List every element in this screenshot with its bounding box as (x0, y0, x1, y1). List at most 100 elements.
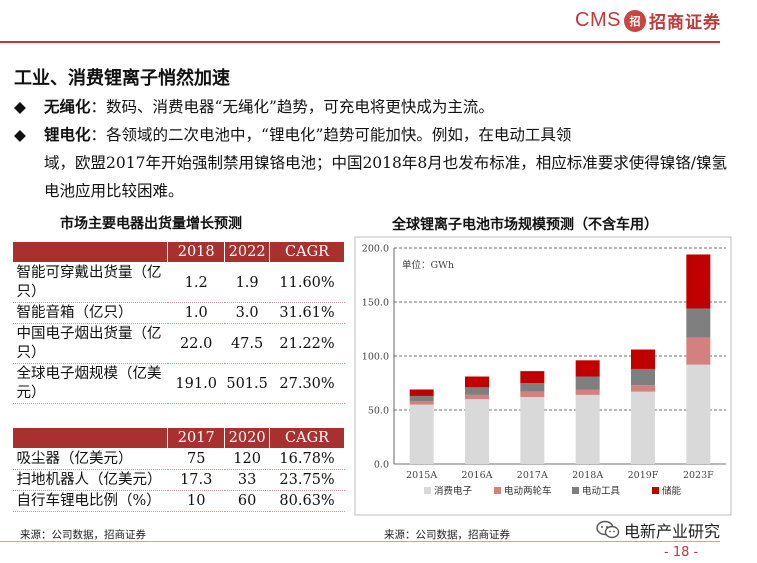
legend-swatch (494, 487, 501, 494)
footer-divider (0, 541, 720, 542)
y-tick-label: 100.0 (362, 352, 389, 363)
bullet-text: ：各领域的二次电池中，“锂电化”趋势可能加快。例如，在电动工具领 (90, 126, 572, 144)
cell-cagr: 16.78% (269, 448, 345, 470)
x-tick-label: 2016A (461, 470, 492, 481)
cell-value: 120 (224, 448, 270, 470)
cell-value: 1.9 (224, 262, 270, 303)
bar-segment (686, 337, 711, 365)
row-label: 扫地机器人（亿美元） (12, 469, 168, 491)
bar-segment (409, 389, 434, 396)
header-cell: 2020 (224, 427, 271, 449)
bullet-cordless: ◆ 无绳化：数码、消费电器“无绳化”趋势，可充电将更快成为主流。 (14, 93, 734, 121)
bar-segment (631, 368, 655, 386)
legend-label: 储能 (662, 485, 682, 497)
header-cell: 2018 (167, 241, 226, 263)
wechat-account: 电新产业研究 (596, 518, 720, 542)
row-label: 自行车锂电比例（%） (12, 490, 168, 512)
y-tick-label: 0.0 (374, 460, 389, 471)
diamond-bullet-icon: ◆ (14, 126, 26, 144)
slide-title: 工业、消费锂离子悄然加速 (14, 68, 230, 89)
page-number: - 18 - (664, 545, 699, 560)
table-row: 自行车锂电比例（%） 10 60 80.63% (12, 490, 345, 512)
cell-value: 33 (224, 469, 270, 491)
row-label: 智能可穿戴出货量（亿只） (12, 262, 168, 303)
bar-segment (631, 391, 655, 464)
row-label: 吸尘器（亿美元） (12, 448, 168, 470)
chart-title: 全球锂离子电池市场规模预测（不含车用） (392, 217, 658, 233)
bullet-term: 无绳化 (44, 97, 91, 116)
bar-segment (465, 387, 489, 395)
cell-cagr: 23.75% (269, 469, 345, 491)
table-row: 吸尘器（亿美元） 75 120 16.78% (12, 448, 345, 470)
wechat-name: 电新产业研究 (624, 522, 721, 541)
brand-cms: CMS (575, 9, 621, 31)
cell-value: 191.0 (167, 363, 225, 404)
brand-company: 招商证券 (649, 13, 721, 33)
cell-cagr: 31.61% (269, 302, 345, 324)
y-tick-label: 50.0 (368, 406, 389, 417)
bar-segment (409, 395, 434, 402)
bar-segment (465, 394, 489, 400)
bar-segment (686, 308, 711, 338)
bar-segment (575, 389, 600, 395)
bar-segment (575, 360, 600, 377)
table-row: 智能可穿戴出货量（亿只） 1.2 1.9 11.60% (12, 262, 345, 303)
cell-value: 47.5 (224, 323, 270, 364)
bullet-text-continued: 域，欧盟2017年开始强制禁用镍铬电池；中国2018年8月也发布标准，相应标准要… (44, 154, 727, 200)
forecast-table-2018-2022: 2018 2022 CAGR 智能可穿戴出货量（亿只） 1.2 1.9 11.6… (11, 241, 345, 404)
bar-segment (686, 254, 711, 309)
header-divider (0, 41, 720, 43)
row-label: 中国电子烟出货量（亿只） (12, 323, 168, 364)
bar-segment (465, 376, 489, 388)
bar-segment (520, 371, 545, 383)
unit-label: 单位：GWh (402, 259, 454, 271)
cell-value: 22.0 (167, 323, 225, 364)
bar-segment (465, 399, 489, 464)
header-cell: 2017 (167, 427, 226, 449)
cell-value: 75 (167, 448, 225, 470)
bar-segment (520, 383, 545, 392)
brand-logo: CMS 招 招商证券 (575, 8, 721, 33)
y-tick-label: 200.0 (362, 244, 389, 255)
x-tick-label: 2023F (683, 470, 714, 481)
table-row: 全球电子烟规模（亿美元） 191.0 501.5 27.30% (12, 363, 345, 404)
header-cell-empty (11, 427, 169, 449)
wechat-icon (596, 520, 620, 539)
bar-segment (409, 404, 434, 464)
brand-badge-icon: 招 (624, 9, 646, 32)
cell-cagr: 80.63% (269, 490, 345, 512)
table-row: 扫地机器人（亿美元） 17.3 33 23.75% (12, 469, 345, 491)
bullet-text: ：数码、消费电器“无绳化”趋势，可充电将更快成为主流。 (90, 98, 494, 116)
cell-value: 17.3 (167, 469, 225, 491)
cell-cagr: 11.60% (269, 262, 345, 303)
cell-cagr: 27.30% (269, 363, 345, 404)
cell-value: 1.0 (167, 302, 225, 324)
x-tick-label: 2018A (572, 470, 603, 481)
legend-swatch (652, 487, 659, 494)
legend-label: 消费电子 (434, 485, 473, 497)
table-row: 中国电子烟出货量（亿只） 22.0 47.5 21.22% (12, 323, 345, 364)
lithium-battery-market-chart: 0.0 50.0 100.0 150.0 200.0 单位：GWh 2015A 2016A 20… (354, 236, 732, 516)
cell-value: 501.5 (224, 363, 270, 404)
forecast-table-2017-2020: 2017 2020 CAGR 吸尘器（亿美元） 75 120 16.78% 扫地… (11, 427, 345, 512)
bar-segment (631, 385, 655, 392)
x-tick-label: 2017A (517, 470, 548, 481)
x-tick-label: 2015A (406, 470, 437, 481)
header-cell: CAGR (269, 241, 345, 263)
bar-segment (631, 349, 655, 369)
bar-segment (575, 376, 600, 390)
legend-swatch (424, 487, 431, 494)
cell-value: 10 (167, 490, 225, 512)
header-cell-empty (11, 241, 169, 263)
table-header-row: 2018 2022 CAGR (11, 241, 345, 263)
bullet-lithium: ◆ 锂电化：各领域的二次电池中，“锂电化”趋势可能加快。例如，在电动工具领 域，欧… (14, 121, 734, 205)
cell-value: 60 (224, 490, 270, 512)
source-note-right: 来源：公司数据，招商证券 (384, 529, 510, 541)
source-note-left: 来源：公司数据，招商证券 (20, 529, 146, 541)
row-label: 全球电子烟规模（亿美元） (12, 363, 168, 404)
row-label: 智能音箱（亿只） (12, 302, 168, 324)
table-row: 智能音箱（亿只） 1.0 3.0 31.61% (12, 302, 345, 324)
header-cell: 2022 (224, 241, 271, 263)
legend-label: 电动两轮车 (504, 485, 552, 497)
legend-label: 电动工具 (582, 485, 621, 497)
